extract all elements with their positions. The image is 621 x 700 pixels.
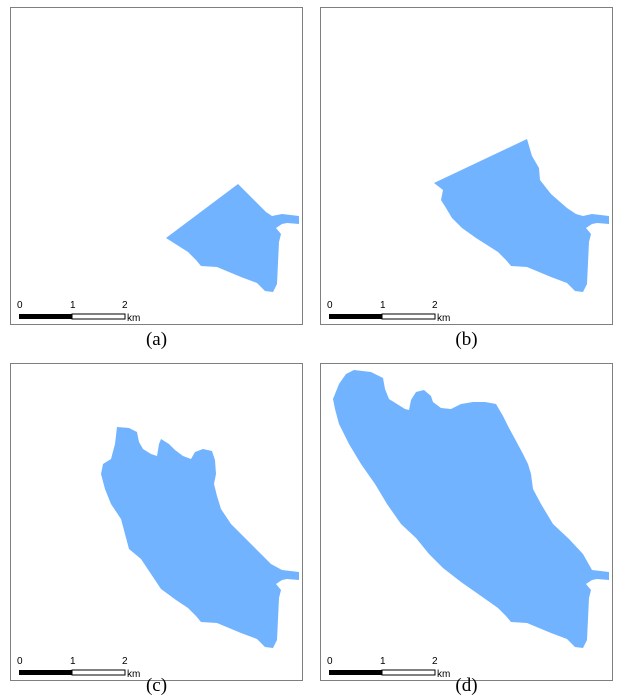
scale-tick-0: 0 — [17, 656, 23, 667]
scale-unit: km — [437, 669, 450, 680]
map-panel-a: 0 1 2 km — [10, 7, 303, 325]
scale-bar: 0 1 2 km — [17, 300, 140, 324]
scale-unit: km — [127, 669, 140, 680]
scale-tick-2: 2 — [432, 656, 438, 667]
scale-tick-1: 1 — [70, 300, 76, 311]
scale-bar-open-segment — [71, 313, 126, 320]
flood-extent-a — [166, 184, 299, 292]
map-b: 0 1 2 km — [327, 139, 609, 324]
caption-b: (b) — [455, 329, 478, 350]
scale-tick-1: 1 — [380, 300, 386, 311]
scale-tick-1: 1 — [380, 656, 386, 667]
scale-unit: km — [127, 313, 140, 324]
scale-tick-2: 2 — [432, 300, 438, 311]
scale-bar-solid-segment — [329, 670, 382, 675]
map-panel-c: 0 1 2 km — [10, 363, 303, 681]
map-a: 0 1 2 km — [17, 184, 299, 324]
scale-bar-open-segment — [71, 669, 126, 676]
scale-tick-2: 2 — [122, 656, 128, 667]
scale-tick-1: 1 — [70, 656, 76, 667]
scale-tick-0: 0 — [327, 300, 333, 311]
scale-bar-solid-segment — [19, 314, 72, 319]
caption-a: (a) — [145, 329, 168, 350]
scale-bar-open-segment — [381, 669, 436, 676]
map-c: 0 1 2 km — [17, 427, 299, 680]
flood-extent-b — [434, 139, 609, 292]
caption-c: (c) — [145, 675, 168, 696]
map-d: 0 1 2 km — [327, 370, 609, 680]
caption-d: (d) — [455, 675, 478, 696]
scale-bar-open-segment — [381, 313, 436, 320]
flood-extent-c — [101, 427, 299, 648]
scale-bar-solid-segment — [329, 314, 382, 319]
scale-bar-solid-segment — [19, 670, 72, 675]
scale-tick-0: 0 — [17, 300, 23, 311]
flood-extent-d — [333, 370, 609, 648]
scale-bar: 0 1 2 km — [327, 300, 450, 324]
map-panel-d: 0 1 2 km — [320, 363, 613, 681]
scale-tick-0: 0 — [327, 656, 333, 667]
scale-unit: km — [437, 313, 450, 324]
map-panel-b: 0 1 2 km — [320, 7, 613, 325]
scale-bar: 0 1 2 km — [327, 656, 450, 680]
scale-bar: 0 1 2 km — [17, 656, 140, 680]
scale-tick-2: 2 — [122, 300, 128, 311]
